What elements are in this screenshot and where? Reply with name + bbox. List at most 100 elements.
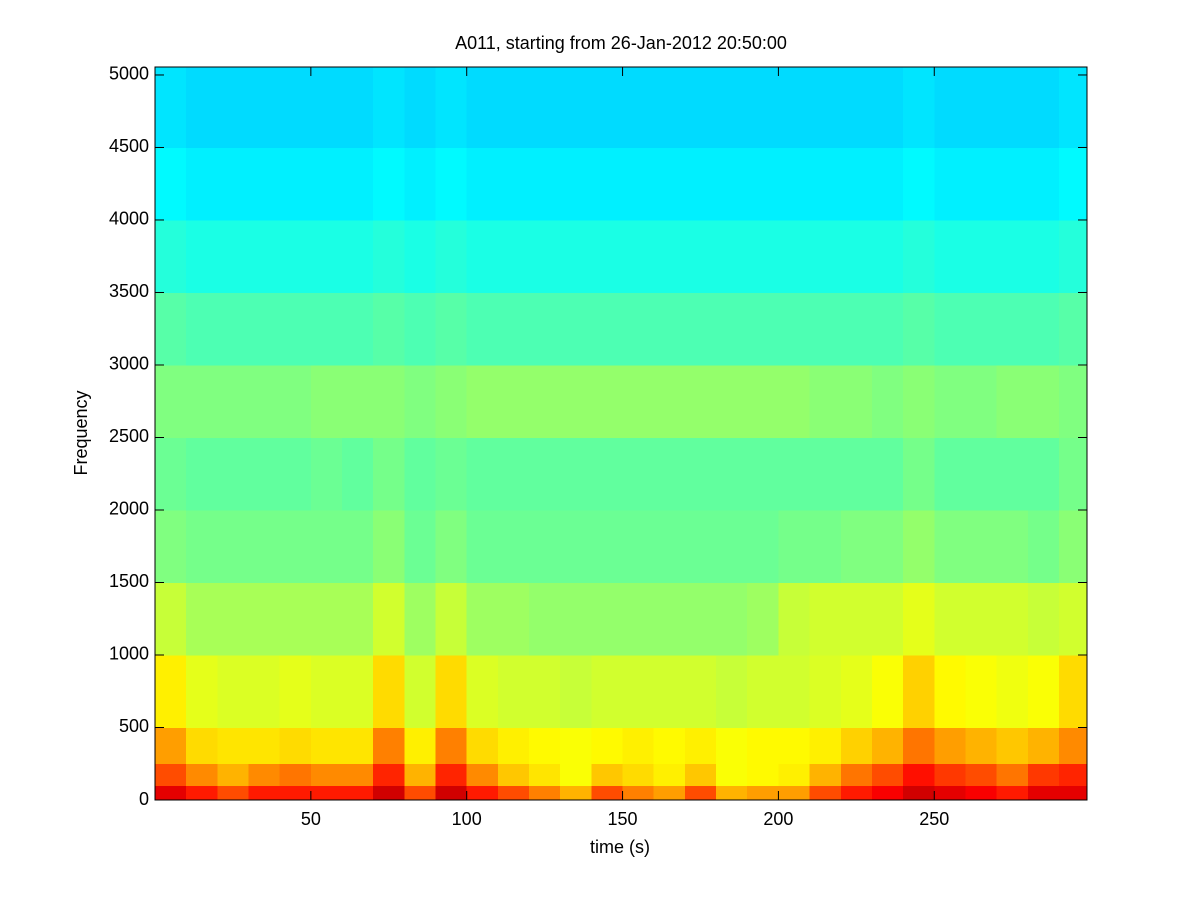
heatmap-cell <box>155 727 187 765</box>
x-tick-label: 50 <box>301 809 321 829</box>
heatmap-cell <box>591 763 624 786</box>
heatmap-cell <box>778 147 811 221</box>
heatmap-cell <box>466 654 499 728</box>
heatmap-cell <box>684 582 717 656</box>
heatmap-cell <box>248 292 281 366</box>
heatmap-cell <box>996 509 1029 583</box>
heatmap-cell <box>716 437 748 511</box>
heatmap-cell <box>1027 147 1060 221</box>
heatmap-cell <box>591 785 624 801</box>
heatmap-cell <box>809 364 842 438</box>
heatmap-cell <box>342 763 374 786</box>
heatmap-cell <box>871 727 904 765</box>
heatmap-cell <box>871 785 904 801</box>
heatmap-cell <box>435 437 468 511</box>
heatmap-cell <box>497 147 530 221</box>
heatmap-cell <box>1058 292 1088 366</box>
heatmap-cell <box>155 763 187 786</box>
heatmap-cell <box>778 364 811 438</box>
heatmap-cell <box>747 654 779 728</box>
heatmap-cell <box>996 292 1029 366</box>
x-tick-label: 150 <box>608 809 638 829</box>
heatmap-cell <box>529 364 561 438</box>
heatmap-cell <box>934 727 966 765</box>
heatmap-cell <box>809 67 842 148</box>
heatmap-cell <box>404 67 437 148</box>
heatmap-cell <box>591 437 624 511</box>
heatmap-cell <box>1058 67 1088 148</box>
heatmap-cell <box>809 219 842 293</box>
heatmap-cell <box>497 582 530 656</box>
heatmap-cell <box>1058 219 1088 293</box>
heatmap-cell <box>279 727 312 765</box>
heatmap-cell <box>996 727 1029 765</box>
heatmap-cell <box>248 509 281 583</box>
heatmap-cell <box>186 219 218 293</box>
heatmap-cell <box>1058 785 1088 801</box>
y-tick-label: 500 <box>119 716 149 736</box>
heatmap-cell <box>1058 727 1088 765</box>
heatmap-cell <box>965 654 998 728</box>
heatmap-cell <box>248 364 281 438</box>
heatmap-cell <box>404 147 437 221</box>
heatmap-cell <box>684 219 717 293</box>
heatmap-cell <box>778 785 811 801</box>
heatmap-cell <box>466 727 499 765</box>
heatmap-cell <box>217 785 250 801</box>
heatmap-cell <box>404 292 437 366</box>
heatmap-cell <box>653 437 686 511</box>
heatmap-cell <box>903 785 935 801</box>
heatmap-cell <box>279 364 312 438</box>
heatmap-cell <box>934 785 966 801</box>
heatmap-cell <box>622 67 655 148</box>
heatmap-cell <box>684 292 717 366</box>
heatmap-cell <box>684 364 717 438</box>
heatmap-cell <box>1027 785 1060 801</box>
heatmap-cell <box>653 763 686 786</box>
heatmap-cell <box>622 364 655 438</box>
heatmap-cell <box>529 219 561 293</box>
heatmap-cell <box>622 582 655 656</box>
heatmap-cell <box>653 147 686 221</box>
heatmap-cell <box>435 292 468 366</box>
heatmap-cell <box>342 785 374 801</box>
heatmap-cell <box>716 364 748 438</box>
x-tick-label: 200 <box>763 809 793 829</box>
heatmap-cell <box>466 582 499 656</box>
heatmap-cell <box>466 437 499 511</box>
heatmap-cell <box>404 509 437 583</box>
heatmap-cell <box>996 582 1029 656</box>
heatmap-cell <box>965 509 998 583</box>
heatmap-cell <box>310 763 343 786</box>
heatmap-cell <box>934 364 966 438</box>
heatmap-cell <box>747 763 779 786</box>
heatmap-cell <box>279 437 312 511</box>
heatmap-cell <box>248 67 281 148</box>
heatmap-cell <box>217 582 250 656</box>
heatmap-cell <box>155 147 187 221</box>
y-tick-label: 0 <box>139 789 149 809</box>
heatmap-cell <box>248 654 281 728</box>
heatmap-cell <box>529 582 561 656</box>
heatmap-cell <box>965 437 998 511</box>
heatmap-cell <box>747 67 779 148</box>
y-axis-label: Frequency <box>71 390 91 475</box>
heatmap-cell <box>996 785 1029 801</box>
heatmap-cell <box>778 763 811 786</box>
heatmap-cell <box>373 582 405 656</box>
heatmap-cell <box>560 219 592 293</box>
x-axis-label: time (s) <box>590 837 650 857</box>
heatmap-cell <box>840 364 873 438</box>
heatmap-cell <box>466 509 499 583</box>
heatmap-cell <box>310 654 343 728</box>
heatmap-cell <box>684 147 717 221</box>
heatmap-cell <box>310 509 343 583</box>
heatmap-cell <box>965 763 998 786</box>
heatmap-cell <box>217 437 250 511</box>
heatmap-cell <box>310 785 343 801</box>
heatmap-cell <box>497 763 530 786</box>
heatmap-cell <box>373 727 405 765</box>
heatmap-cell <box>653 582 686 656</box>
y-tick-label: 3500 <box>109 281 149 301</box>
heatmap-cell <box>934 654 966 728</box>
